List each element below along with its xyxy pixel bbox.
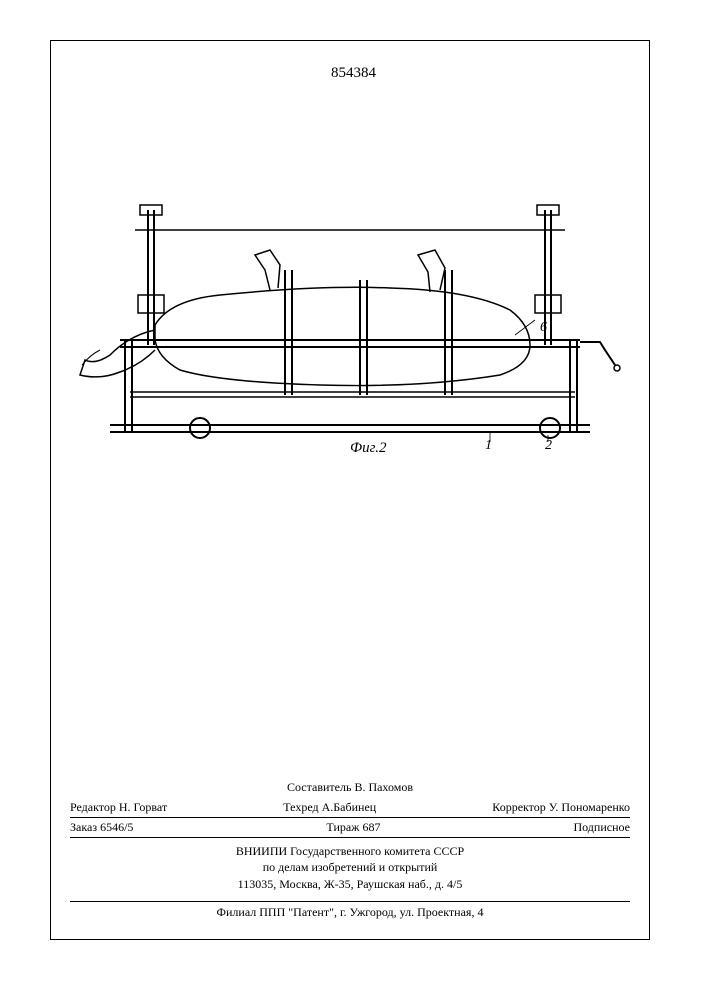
org-line1: ВНИИПИ Государственного комитета СССР xyxy=(70,843,630,860)
compiler-line: Составитель В. Пахомов xyxy=(70,780,630,795)
corrector: Корректор У. Пономаренко xyxy=(492,800,630,815)
print-row: Заказ 6546/5 Тираж 687 Подписное xyxy=(70,818,630,838)
document-number: 854384 xyxy=(0,65,707,82)
credits-row: Редактор Н. Горват Техред А.Бабинец Корр… xyxy=(70,798,630,818)
reference-2: 2 xyxy=(545,438,552,454)
circulation: Тираж 687 xyxy=(326,820,380,835)
compiler-name: В. Пахомов xyxy=(354,780,413,794)
address: 113035, Москва, Ж-35, Раушская наб., д. … xyxy=(70,876,630,893)
footer-block: Составитель В. Пахомов Редактор Н. Горва… xyxy=(70,780,630,920)
subscription: Подписное xyxy=(573,820,630,835)
editor: Редактор Н. Горват xyxy=(70,800,167,815)
order: Заказ 6546/5 xyxy=(70,820,133,835)
branch: Филиал ППП "Патент", г. Ужгород, ул. Про… xyxy=(70,901,630,920)
organization: ВНИИПИ Государственного комитета СССР по… xyxy=(70,843,630,893)
compiler-label: Составитель xyxy=(287,780,351,794)
reference-6: 6 xyxy=(540,320,547,336)
techred: Техред А.Бабинец xyxy=(283,800,376,815)
reference-1: 1 xyxy=(485,438,492,454)
figure-label: Фиг.2 xyxy=(350,440,386,457)
org-line2: по делам изобретений и открытий xyxy=(70,859,630,876)
